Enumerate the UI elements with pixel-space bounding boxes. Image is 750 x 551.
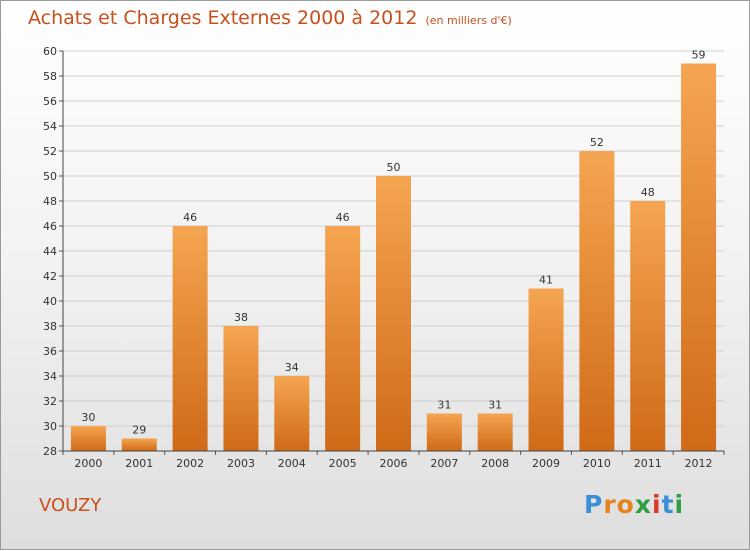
- proxiti-logo[interactable]: Proxiti: [584, 490, 684, 519]
- x-tick-label: 2012: [685, 457, 713, 470]
- y-tick-label: 34: [43, 370, 57, 383]
- y-tick-label: 30: [43, 420, 57, 433]
- bars: 30 29 46 38 34 46 50 31 31 41 52 48 59: [70, 49, 717, 451]
- logo-letter: o: [616, 490, 635, 519]
- y-tick-label: 40: [43, 295, 57, 308]
- x-tick-label: 2004: [278, 457, 306, 470]
- y-tick-label: 56: [43, 95, 57, 108]
- y-tick-label: 28: [43, 445, 57, 458]
- data-label: 29: [132, 424, 146, 437]
- x-tick-label: 2008: [481, 457, 509, 470]
- bar: [223, 326, 259, 451]
- bar: [630, 201, 666, 451]
- data-label: 46: [183, 211, 197, 224]
- y-tick-label: 44: [43, 245, 57, 258]
- y-tick-label: 50: [43, 170, 57, 183]
- bar: [528, 288, 564, 451]
- bar: [376, 176, 411, 451]
- x-tick-label: 2006: [380, 457, 408, 470]
- y-tick-label: 52: [43, 145, 57, 158]
- chart-title: Achats et Charges Externes 2000 à 2012 (e…: [28, 7, 512, 29]
- data-label: 31: [437, 399, 451, 412]
- commune-name: VOUZY: [39, 495, 102, 516]
- logo-letter: x: [634, 490, 652, 519]
- data-label: 48: [641, 186, 655, 199]
- bar: [274, 376, 310, 451]
- bar: [70, 426, 106, 451]
- x-tick-label: 2009: [532, 457, 560, 470]
- bar: [325, 226, 361, 451]
- x-tick-label: 2000: [74, 457, 102, 470]
- y-tick-label: 42: [43, 270, 57, 283]
- y-tick-label: 46: [43, 220, 57, 233]
- x-tick-label: 2003: [227, 457, 255, 470]
- y-tick-label: 58: [43, 70, 57, 83]
- axes: 28 30 32 34 36 38 40 42 44 46 48 50 52 54 56 58 60 2000 20…: [43, 45, 725, 470]
- bar: [121, 438, 157, 451]
- chart-title-text: Achats et Charges Externes 2000 à 2012: [28, 7, 418, 29]
- y-tick-label: 32: [43, 395, 57, 408]
- logo-letter: i: [652, 490, 662, 519]
- bar: [681, 63, 717, 451]
- data-label: 30: [81, 411, 95, 424]
- x-tick-label: 2001: [125, 457, 153, 470]
- data-label: 46: [336, 211, 350, 224]
- y-tick-label: 48: [43, 195, 57, 208]
- data-label: 50: [387, 161, 401, 174]
- data-label: 52: [590, 136, 604, 149]
- x-tick-label: 2010: [583, 457, 611, 470]
- y-tick-label: 54: [43, 120, 57, 133]
- x-tick-label: 2005: [329, 457, 357, 470]
- data-label: 34: [285, 361, 299, 374]
- data-label: 38: [234, 311, 248, 324]
- bar: [172, 226, 208, 451]
- bar: [579, 151, 615, 451]
- y-tick-label: 60: [43, 45, 57, 58]
- y-tick-label: 38: [43, 320, 57, 333]
- x-tick-label: 2002: [176, 457, 204, 470]
- data-label: 41: [539, 274, 553, 287]
- chart-subtitle: (en milliers d'€): [425, 14, 512, 27]
- y-tick-label: 36: [43, 345, 57, 358]
- logo-letter: r: [603, 490, 617, 519]
- logo-letter: i: [674, 490, 685, 519]
- logo-letter: t: [661, 490, 675, 519]
- x-tick-label: 2011: [634, 457, 662, 470]
- logo-letter: P: [584, 490, 604, 519]
- data-label: 31: [488, 399, 502, 412]
- x-tick-label: 2007: [430, 457, 458, 470]
- bar: [477, 413, 513, 451]
- data-label: 59: [692, 49, 706, 62]
- bar: [426, 413, 462, 451]
